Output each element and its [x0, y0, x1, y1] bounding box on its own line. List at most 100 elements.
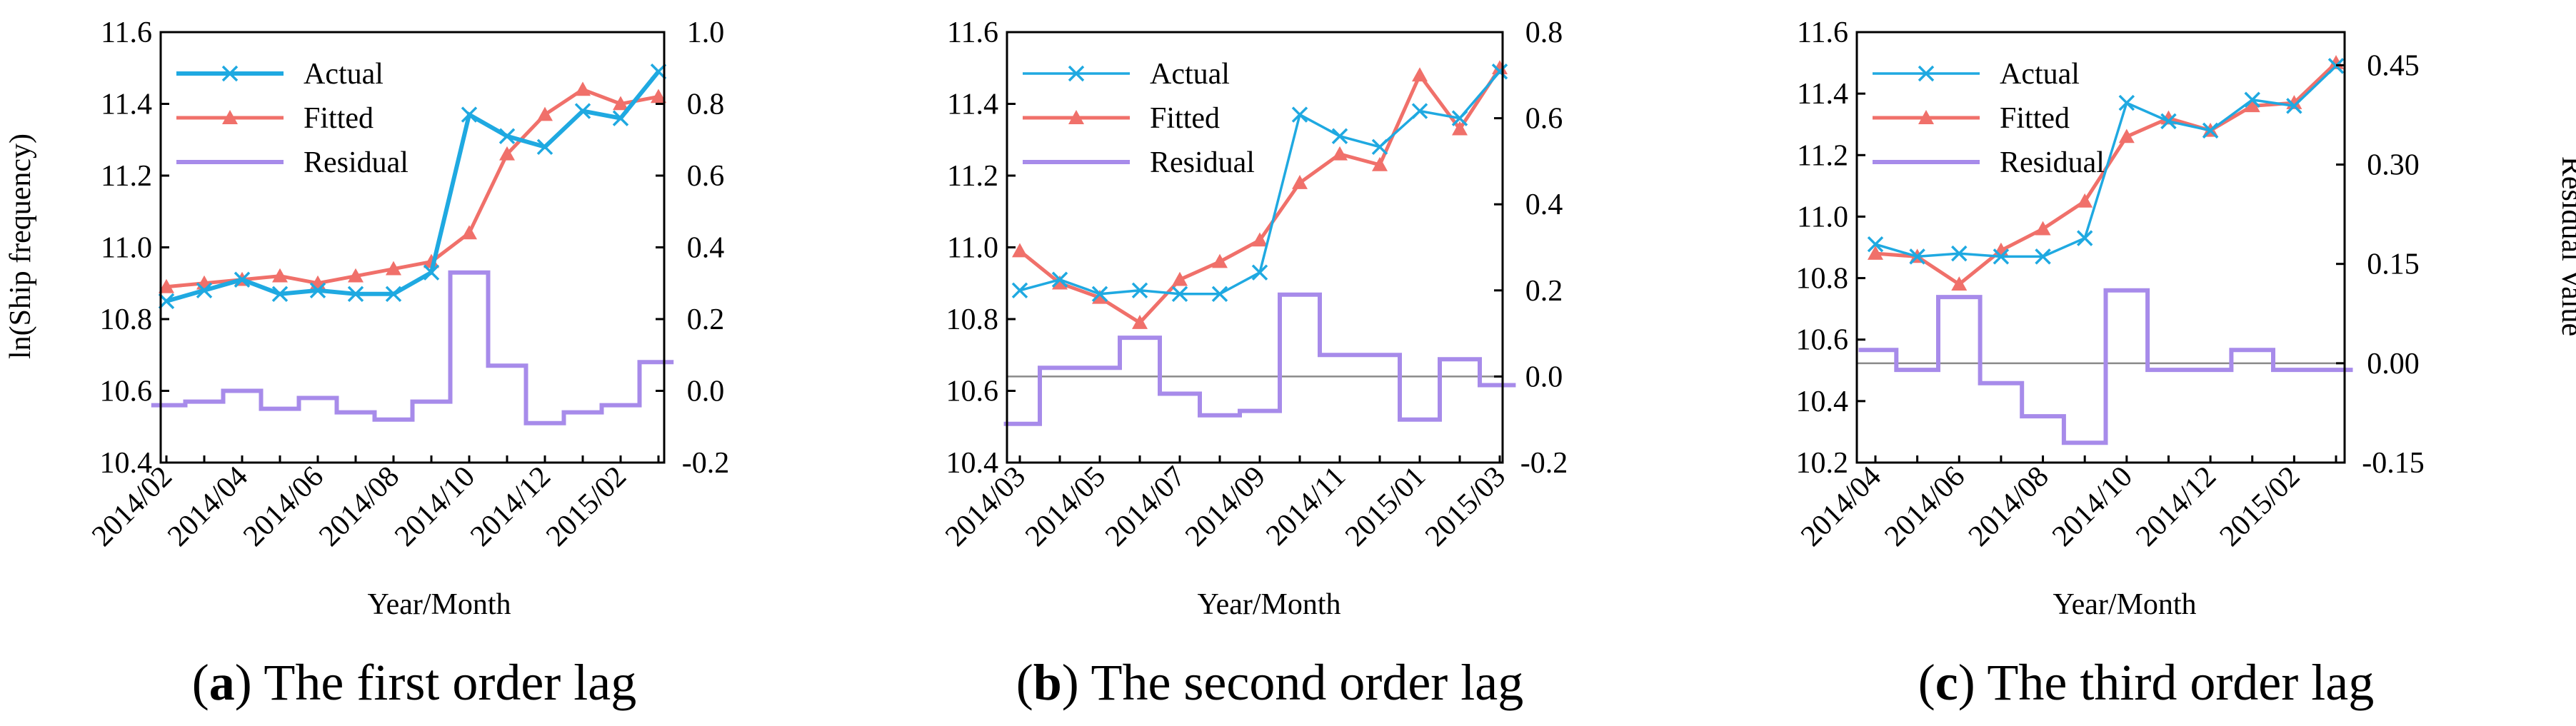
- actual-point: [1491, 64, 1508, 80]
- fitted-point: [2035, 221, 2051, 236]
- actual-point: [1291, 106, 1308, 123]
- panel-b: 10.4 10.6 10.8 11.0 11.2 11.4 11.6 -0.2 0.0 0.2 0.…: [939, 16, 1568, 711]
- right-y-tick-label: 0.0: [687, 375, 725, 408]
- right-y-tick-label: 0.2: [1525, 275, 1563, 308]
- fitted-point: [1412, 67, 1428, 82]
- actual-point: [1131, 282, 1148, 299]
- left-y-tick-label: 11.6: [947, 16, 998, 49]
- x-axis-title: Year/Month: [2053, 588, 2196, 621]
- left-y-axis-title: ln(Ship frequency): [4, 133, 37, 359]
- actual-point: [1331, 128, 1348, 144]
- actual-point: [1211, 286, 1228, 303]
- legend-fitted-label: Fitted: [1150, 102, 1220, 135]
- x-tick-label: 2015/03: [1419, 460, 1512, 553]
- left-y-tick-label: 10.8: [946, 303, 999, 336]
- fitted-point: [575, 81, 591, 96]
- legend-fitted-label: Fitted: [304, 102, 374, 135]
- fitted-point: [499, 146, 515, 161]
- right-y-tick-label: 1.0: [687, 16, 725, 49]
- plot-frame: [159, 31, 666, 464]
- actual-point: [196, 282, 213, 299]
- caption-text: ) The third order lag: [1958, 654, 2374, 711]
- left-y-tick-label: 11.2: [1797, 139, 1848, 172]
- legend-residual-label: Residual: [304, 146, 409, 179]
- legend-actual-marker: [221, 65, 239, 82]
- x-axis-title: Year/Month: [1197, 588, 1340, 621]
- actual-point: [1091, 286, 1108, 303]
- actual-point: [423, 264, 440, 281]
- left-y-tick-label: 10.8: [1796, 263, 1849, 296]
- x-tick-label: 2014/08: [313, 460, 406, 553]
- actual-point: [498, 128, 516, 144]
- right-y-tick-label: -0.15: [2362, 447, 2425, 480]
- right-y-tick-label: 0.45: [2367, 49, 2420, 82]
- residual-series-line: [1003, 292, 1516, 426]
- actual-point: [612, 110, 629, 126]
- fitted-point: [1332, 146, 1348, 161]
- left-y-tick-label: 11.2: [947, 160, 998, 193]
- right-y-tick-label: 0.4: [687, 232, 725, 265]
- right-y-tick-label: -0.2: [682, 447, 730, 480]
- actual-point: [271, 286, 289, 303]
- actual-point: [2160, 113, 2177, 130]
- left-y-tick-label: 10.6: [100, 375, 153, 408]
- actual-point: [2244, 91, 2260, 108]
- actual-point: [1867, 236, 1884, 253]
- x-tick-label: 2014/12: [464, 460, 557, 553]
- x-tick-label: 2014/09: [1179, 460, 1272, 553]
- x-tick-label: 2014/05: [1019, 460, 1112, 553]
- panel-a: 10.4 10.6 10.8 11.0 11.2 11.4 11.6 -0.2 0.0 0.2 0.…: [4, 16, 729, 711]
- left-y-tick-label: 10.4: [1796, 385, 1849, 418]
- plot-frame: [1006, 31, 1504, 464]
- actual-series-line: [1019, 71, 1501, 296]
- actual-series-line: [1875, 65, 2337, 258]
- actual-point: [2076, 230, 2093, 246]
- right-y-tick-label: 0.8: [687, 89, 725, 121]
- left-y-tick-label: 11.4: [101, 89, 152, 121]
- legend-actual-label: Actual: [2000, 58, 2080, 91]
- legend-actual-label: Actual: [304, 58, 384, 91]
- actual-point: [2202, 122, 2219, 139]
- actual-point: [461, 106, 478, 123]
- actual-point: [347, 286, 364, 303]
- actual-point: [2035, 248, 2051, 265]
- left-y-tick-label: 11.0: [1797, 201, 1848, 233]
- actual-point: [234, 271, 251, 288]
- fitted-point: [272, 268, 288, 283]
- panel-c: 10.2 10.4 10.6 10.8 11.0 11.2 11.4 11.6 -0.15 0.0…: [1795, 16, 2576, 711]
- caption-open-paren: (: [192, 654, 209, 711]
- left-y-tick-label: 10.6: [1796, 324, 1849, 357]
- x-tick-label: 2014/04: [161, 460, 254, 553]
- fitted-point: [461, 225, 477, 240]
- caption-open-paren: (: [1918, 654, 1935, 711]
- fitted-point: [1868, 246, 1883, 260]
- fitted-point: [2118, 128, 2135, 143]
- actual-point: [2118, 94, 2135, 111]
- x-tick-label: 2014/07: [1099, 460, 1192, 553]
- panel-caption: (c) The third order lag: [1918, 654, 2374, 711]
- x-tick-label: 2015/01: [1339, 460, 1432, 553]
- fitted-point: [1012, 243, 1028, 258]
- plot-frame: [1855, 31, 2346, 464]
- caption-text: ) The first order lag: [235, 654, 636, 711]
- legend-residual-label: Residual: [2000, 146, 2105, 179]
- legend-fitted-marker: [1068, 110, 1084, 124]
- fitted-point: [1132, 315, 1148, 329]
- actual-point: [1451, 110, 1468, 126]
- right-y-tick-label: 0.00: [2367, 348, 2420, 380]
- fitted-point: [2077, 193, 2093, 208]
- right-y-tick-label: 0.15: [2367, 248, 2420, 281]
- actual-point: [574, 103, 591, 119]
- left-y-tick-label: 10.6: [946, 375, 999, 408]
- legend-fitted-marker: [1918, 110, 1934, 124]
- actual-point: [1051, 271, 1068, 288]
- x-tick-label: 2014/10: [2046, 460, 2139, 553]
- legend-fitted-marker: [222, 110, 238, 124]
- panel-caption: (b) The second order lag: [1016, 654, 1523, 711]
- actual-point: [309, 282, 326, 299]
- legend-fitted-label: Fitted: [2000, 102, 2070, 135]
- left-y-tick-label: 11.4: [947, 89, 998, 121]
- x-axis-title: Year/Month: [367, 588, 511, 621]
- left-y-tick-label: 11.6: [101, 16, 152, 49]
